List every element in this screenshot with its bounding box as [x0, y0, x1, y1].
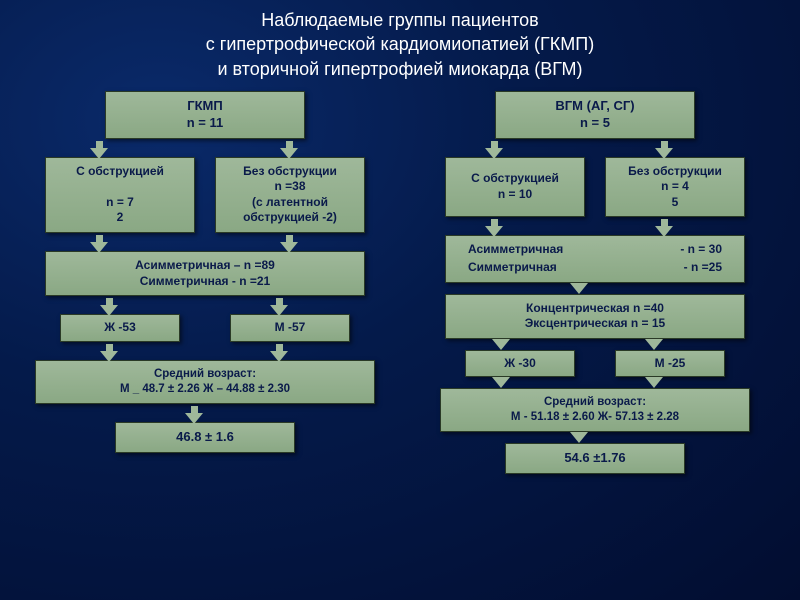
left-column: ГКМП n = 11 С обструкцией n = 7 2 Без об…	[20, 91, 390, 474]
left-head-text: ГКМП n = 11	[187, 98, 224, 130]
left-head-box: ГКМП n = 11	[105, 91, 305, 139]
right-row2: С обструкцией n = 10 Без обструкции n = …	[410, 157, 780, 218]
right-obstruction-box: С обструкцией n = 10	[445, 157, 585, 218]
right-asym-r: - n = 30	[680, 242, 722, 258]
right-noobstruction-text: Без обструкции n = 4 5	[614, 164, 736, 211]
right-concentric-box: Концентрическая n =40 Эксцентрическая n …	[445, 294, 745, 339]
right-head-text: ВГМ (АГ, СГ) n = 5	[555, 98, 634, 130]
right-noobstruction-box: Без обструкции n = 4 5	[605, 157, 745, 218]
columns: ГКМП n = 11 С обструкцией n = 7 2 Без об…	[0, 91, 800, 474]
left-row2: С обструкцией n = 7 2 Без обструкции n =…	[20, 157, 390, 233]
left-gender-m: М -57	[275, 320, 306, 334]
left-gender-row: Ж -53 М -57	[20, 314, 390, 342]
left-symm-text: Симметричная - n =21	[54, 274, 356, 290]
left-final-box: 46.8 ± 1.6	[115, 422, 295, 453]
right-age-box: Средний возраст: М - 51.18 ± 2.60 Ж- 57.…	[440, 388, 750, 432]
right-symmetry-box: Асимметричная - n = 30 Симметричная - n …	[445, 235, 745, 282]
left-asym-text: Асимметричная – n =89	[54, 258, 356, 274]
right-final-text: 54.6 ±1.76	[564, 450, 625, 465]
left-gender-f-box: Ж -53	[60, 314, 180, 342]
slide-title: Наблюдаемые группы пациентов с гипертроф…	[0, 0, 800, 91]
right-asym-l: Асимметричная	[468, 242, 563, 258]
right-final-box: 54.6 ±1.76	[505, 443, 685, 474]
right-symm-r: - n =25	[684, 260, 722, 276]
left-age-text: Средний возраст: М _ 48.7 ± 2.26 Ж – 44.…	[120, 368, 290, 395]
right-gender-f: Ж -30	[504, 356, 536, 370]
left-obstruction-text: С обструкцией n = 7 2	[54, 164, 186, 226]
right-concentric-text: Концентрическая n =40 Эксцентрическая n …	[525, 301, 665, 331]
left-age-box: Средний возраст: М _ 48.7 ± 2.26 Ж – 44.…	[35, 360, 375, 404]
left-noobstruction-text: Без обструкции n =38 (с латентной обстру…	[224, 164, 356, 226]
left-final-text: 46.8 ± 1.6	[176, 429, 234, 444]
right-gender-row: Ж -30 М -25	[410, 350, 780, 378]
right-age-text: Средний возраст: М - 51.18 ± 2.60 Ж- 57.…	[511, 396, 679, 423]
left-gender-f: Ж -53	[104, 320, 136, 334]
left-gender-m-box: М -57	[230, 314, 350, 342]
right-gender-m-box: М -25	[615, 350, 725, 378]
right-gender-f-box: Ж -30	[465, 350, 575, 378]
right-symm-l: Симметричная	[468, 260, 557, 276]
title-line2: с гипертрофической кардиомиопатией (ГКМП…	[206, 34, 594, 54]
right-head-box: ВГМ (АГ, СГ) n = 5	[495, 91, 695, 139]
right-gender-m: М -25	[655, 356, 686, 370]
left-noobstruction-box: Без обструкции n =38 (с латентной обстру…	[215, 157, 365, 233]
right-obstruction-text: С обструкцией n = 10	[454, 171, 576, 202]
title-line3: и вторичной гипертрофией миокарда (ВГМ)	[217, 59, 582, 79]
left-symmetry-box: Асимметричная – n =89 Симметричная - n =…	[45, 251, 365, 296]
left-obstruction-box: С обструкцией n = 7 2	[45, 157, 195, 233]
right-column: ВГМ (АГ, СГ) n = 5 С обструкцией n = 10 …	[410, 91, 780, 474]
title-line1: Наблюдаемые группы пациентов	[261, 10, 538, 30]
